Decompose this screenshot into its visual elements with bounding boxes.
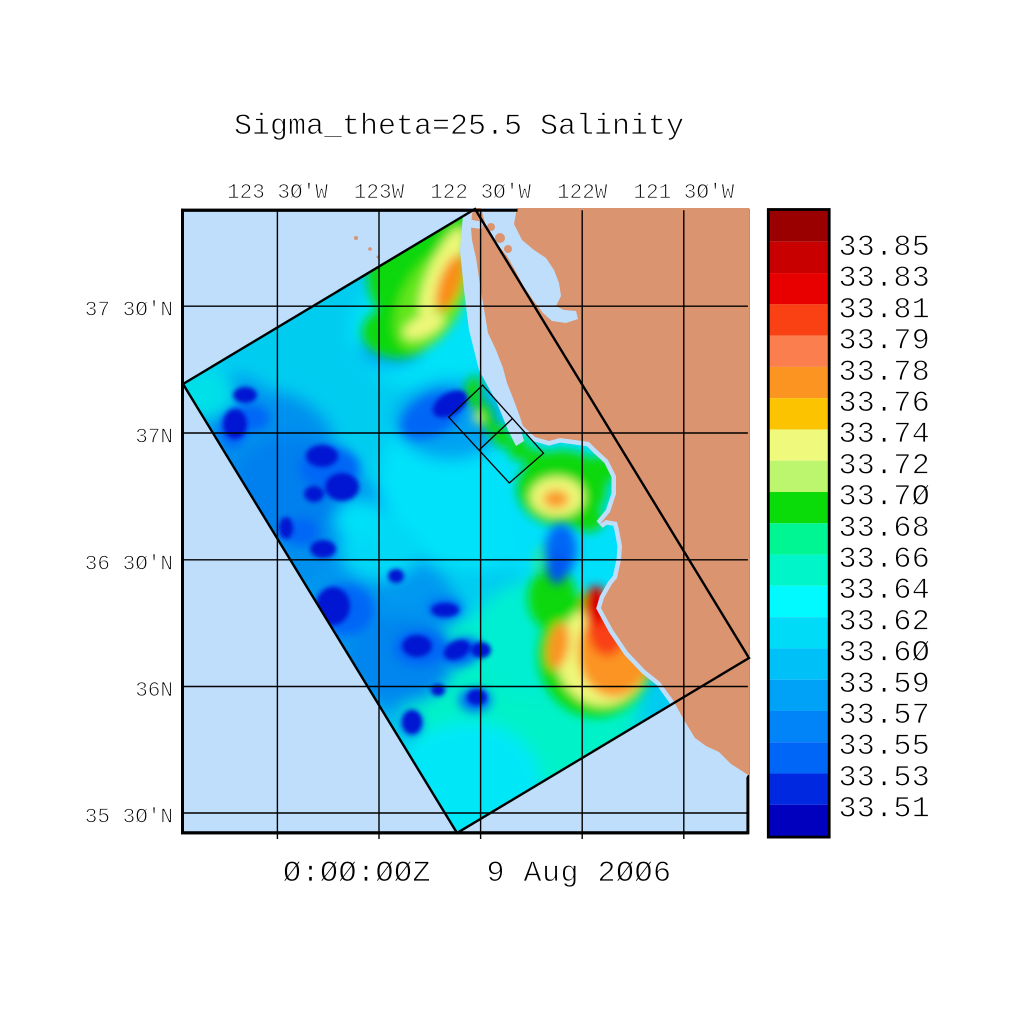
svg-text:33.66: 33.66 [839, 543, 931, 577]
svg-text:33.55: 33.55 [839, 730, 931, 764]
svg-text:Sigma_theta=25.5 Salinity: Sigma_theta=25.5 Salinity [234, 110, 684, 144]
svg-text:33.68: 33.68 [839, 512, 931, 546]
svg-text:Ø:ØØ:ØØZ 9 Aug 2ØØ6: Ø:ØØ:ØØZ 9 Aug 2ØØ6 [283, 857, 672, 891]
svg-text:33.51: 33.51 [839, 793, 931, 827]
svg-text:33.83: 33.83 [839, 262, 931, 296]
svg-text:122W: 122W [557, 182, 608, 205]
svg-text:33.7Ø: 33.7Ø [839, 481, 931, 515]
svg-text:33.53: 33.53 [839, 761, 931, 795]
svg-text:33.6Ø: 33.6Ø [839, 637, 931, 671]
svg-text:37 3Ø'N: 37 3Ø'N [85, 300, 173, 323]
svg-text:33.81: 33.81 [839, 293, 931, 327]
svg-text:33.59: 33.59 [839, 668, 931, 702]
svg-text:33.78: 33.78 [839, 356, 931, 390]
svg-text:122 3Ø'W: 122 3Ø'W [430, 182, 531, 205]
svg-text:33.64: 33.64 [839, 574, 931, 608]
svg-text:33.85: 33.85 [839, 231, 931, 265]
svg-text:37N: 37N [135, 427, 173, 450]
svg-text:36N: 36N [135, 680, 173, 703]
svg-text:33.76: 33.76 [839, 387, 931, 421]
svg-text:123 3Ø'W: 123 3Ø'W [227, 182, 328, 205]
svg-text:35 3Ø'N: 35 3Ø'N [85, 807, 173, 830]
svg-text:33.79: 33.79 [839, 325, 931, 359]
svg-text:121 3Ø'W: 121 3Ø'W [633, 182, 734, 205]
svg-text:33.62: 33.62 [839, 605, 931, 639]
svg-text:36 3Ø'N: 36 3Ø'N [85, 553, 173, 576]
svg-text:33.57: 33.57 [839, 699, 931, 733]
svg-text:123W: 123W [354, 182, 405, 205]
svg-text:33.74: 33.74 [839, 418, 931, 452]
svg-text:33.72: 33.72 [839, 449, 931, 483]
